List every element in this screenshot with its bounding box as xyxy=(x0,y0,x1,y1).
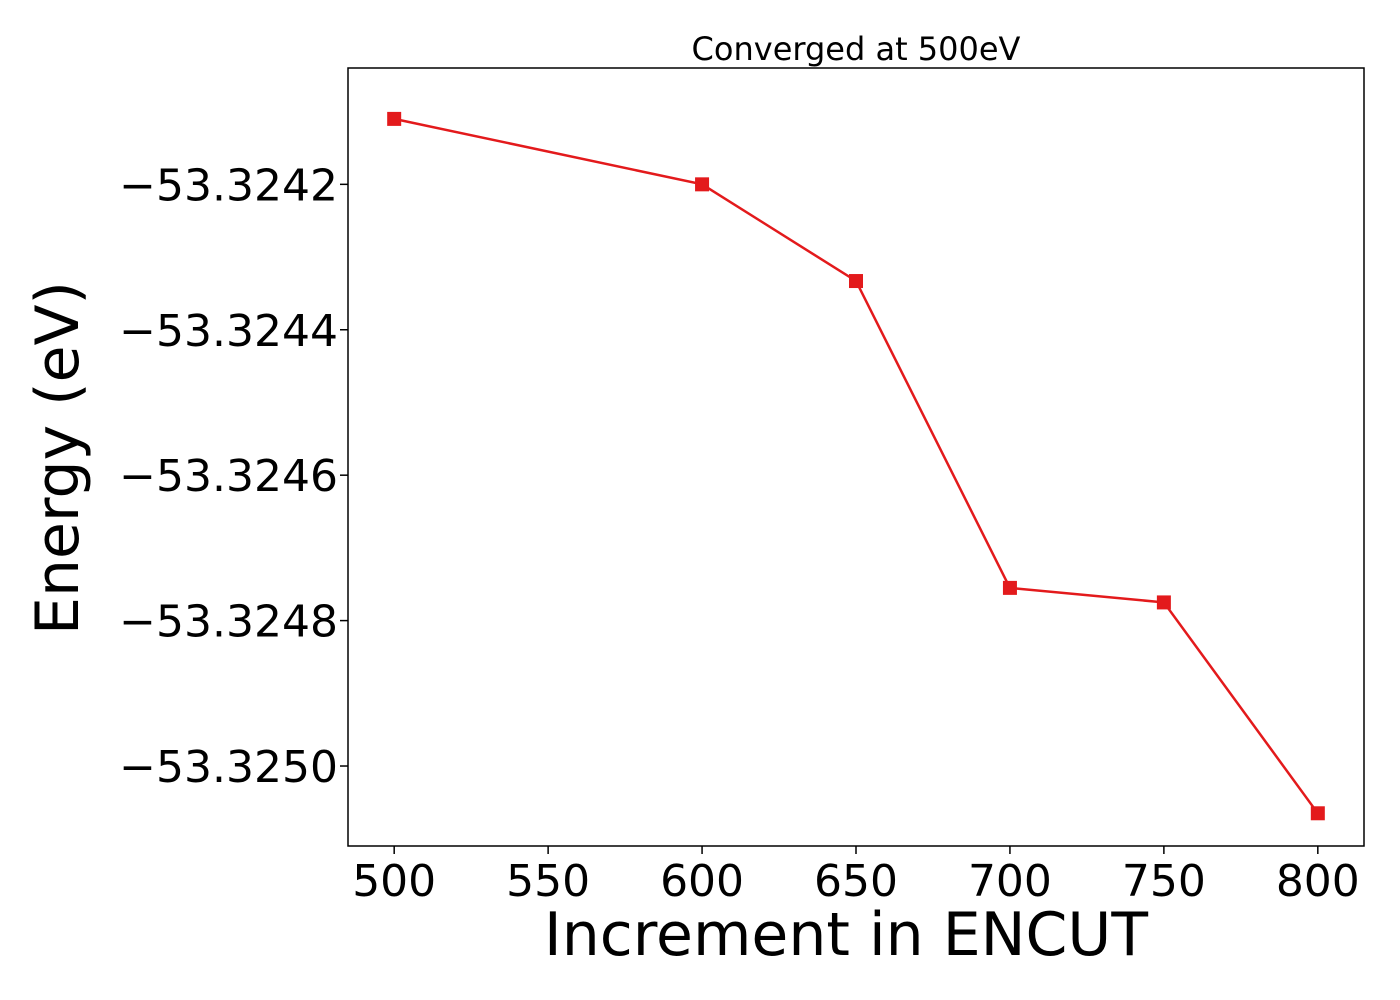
data-point-marker xyxy=(387,111,402,126)
data-point-marker xyxy=(1156,595,1171,610)
x-tick-label: 550 xyxy=(506,856,590,907)
data-point-marker xyxy=(1002,580,1017,595)
x-axis: 500 550 600 650 700 750 800 xyxy=(352,846,1360,907)
y-tick-label: −53.3250 xyxy=(119,742,338,793)
y-tick-label: −53.3244 xyxy=(119,306,338,357)
x-axis-title: Increment in ENCUT xyxy=(544,900,1148,970)
plot-area-frame xyxy=(347,67,1365,847)
x-tick-label: 700 xyxy=(968,856,1052,907)
y-tick-label: −53.3248 xyxy=(119,597,338,648)
x-tick-label: 800 xyxy=(1276,856,1360,907)
data-point-marker xyxy=(849,274,863,289)
x-tick-label: 600 xyxy=(660,856,744,907)
series-line xyxy=(393,117,1319,815)
x-tick-label: 750 xyxy=(1122,856,1206,907)
y-axis: −53.3242 −53.3244 −53.3246 −53.3248 −53.3250 xyxy=(119,160,348,793)
y-tick-label: −53.3242 xyxy=(119,160,338,211)
chart-title: Converged at 500eV xyxy=(692,30,1021,68)
data-point-marker xyxy=(695,177,710,192)
x-tick-label: 500 xyxy=(352,856,436,907)
x-tick-label: 650 xyxy=(814,856,898,907)
series-layer xyxy=(387,111,1325,821)
data-point-marker xyxy=(1310,806,1325,821)
y-axis-title: Energy (eV) xyxy=(23,281,93,635)
y-tick-label: −53.3246 xyxy=(119,451,338,502)
